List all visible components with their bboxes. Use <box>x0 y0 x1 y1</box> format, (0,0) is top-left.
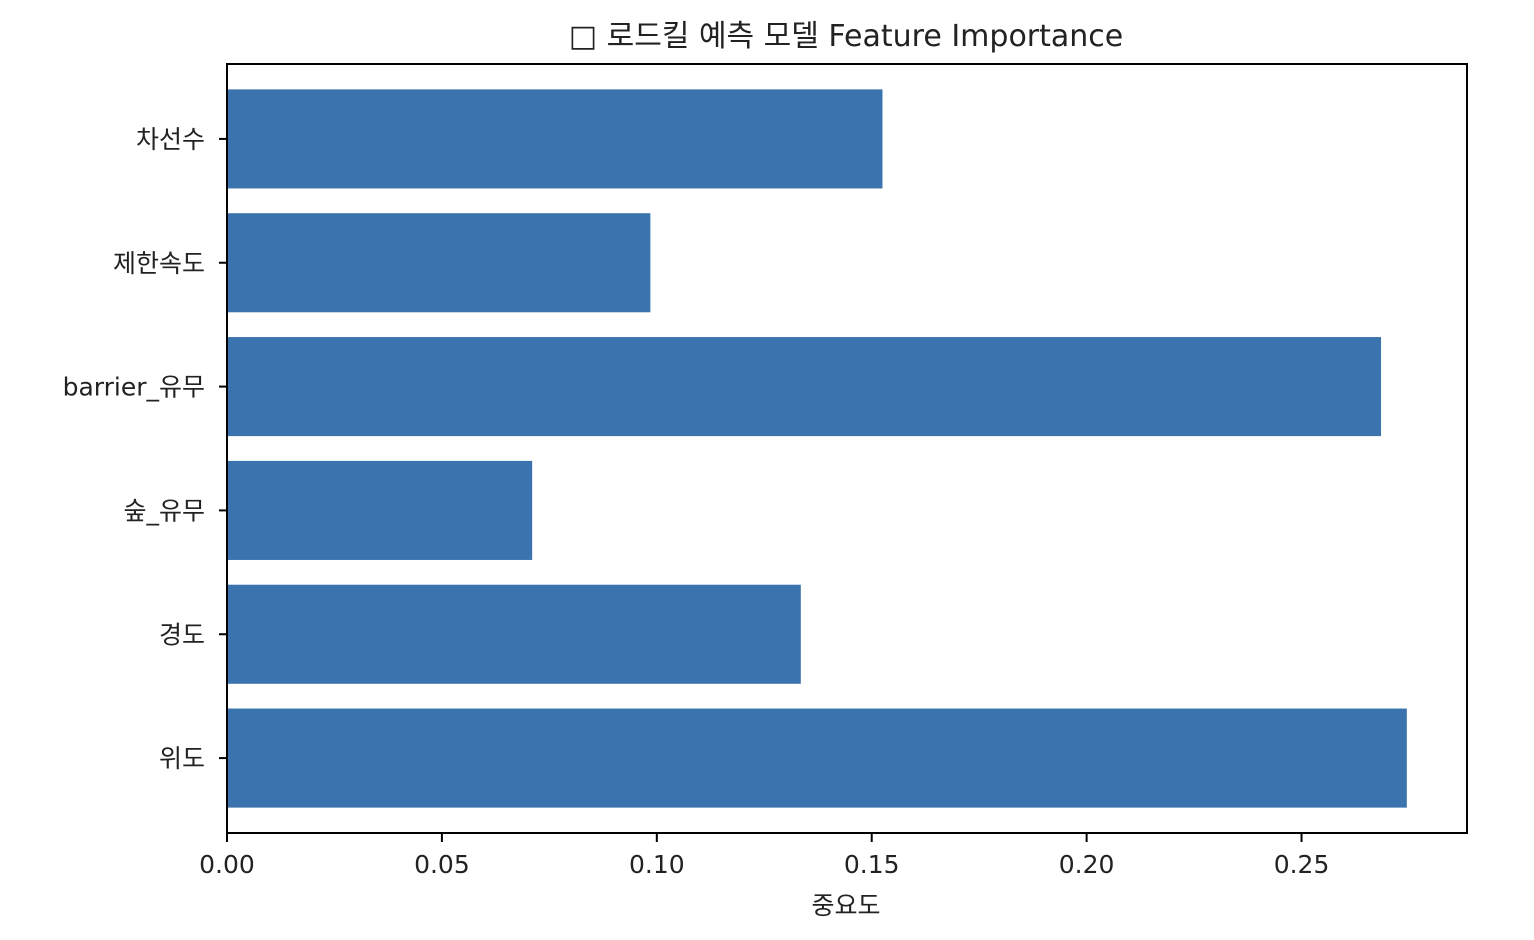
y-tick-label: 제한속도 <box>113 249 205 278</box>
y-tick-label: 경도 <box>159 620 205 649</box>
x-tick-label: 0.00 <box>199 850 255 879</box>
y-tick-label: 숲_유무 <box>123 496 205 525</box>
bar-5 <box>227 584 801 684</box>
bar-3 <box>227 337 1382 437</box>
x-axis-ticks: 0.00 0.05 0.10 0.15 0.20 0.25 <box>199 833 1329 879</box>
chart-title: □ 로드킬 예측 모델 Feature Importance <box>569 19 1124 54</box>
bar-1 <box>227 89 883 189</box>
x-tick-label: 0.10 <box>629 850 685 879</box>
bar-4 <box>227 460 533 560</box>
plot-area-frame <box>226 63 1468 834</box>
y-tick-label: barrier_유무 <box>63 373 205 402</box>
x-tick-label: 0.25 <box>1274 850 1330 879</box>
bar-2 <box>227 213 651 313</box>
x-axis-label: 중요도 <box>811 891 880 920</box>
y-tick-label: 위도 <box>159 744 205 773</box>
y-tick-label: 차선수 <box>136 125 205 154</box>
bars-group <box>227 89 1407 808</box>
x-tick-label: 0.05 <box>414 850 470 879</box>
bar-6 <box>227 708 1407 808</box>
x-tick-label: 0.15 <box>844 850 900 879</box>
x-tick-label: 0.20 <box>1059 850 1115 879</box>
